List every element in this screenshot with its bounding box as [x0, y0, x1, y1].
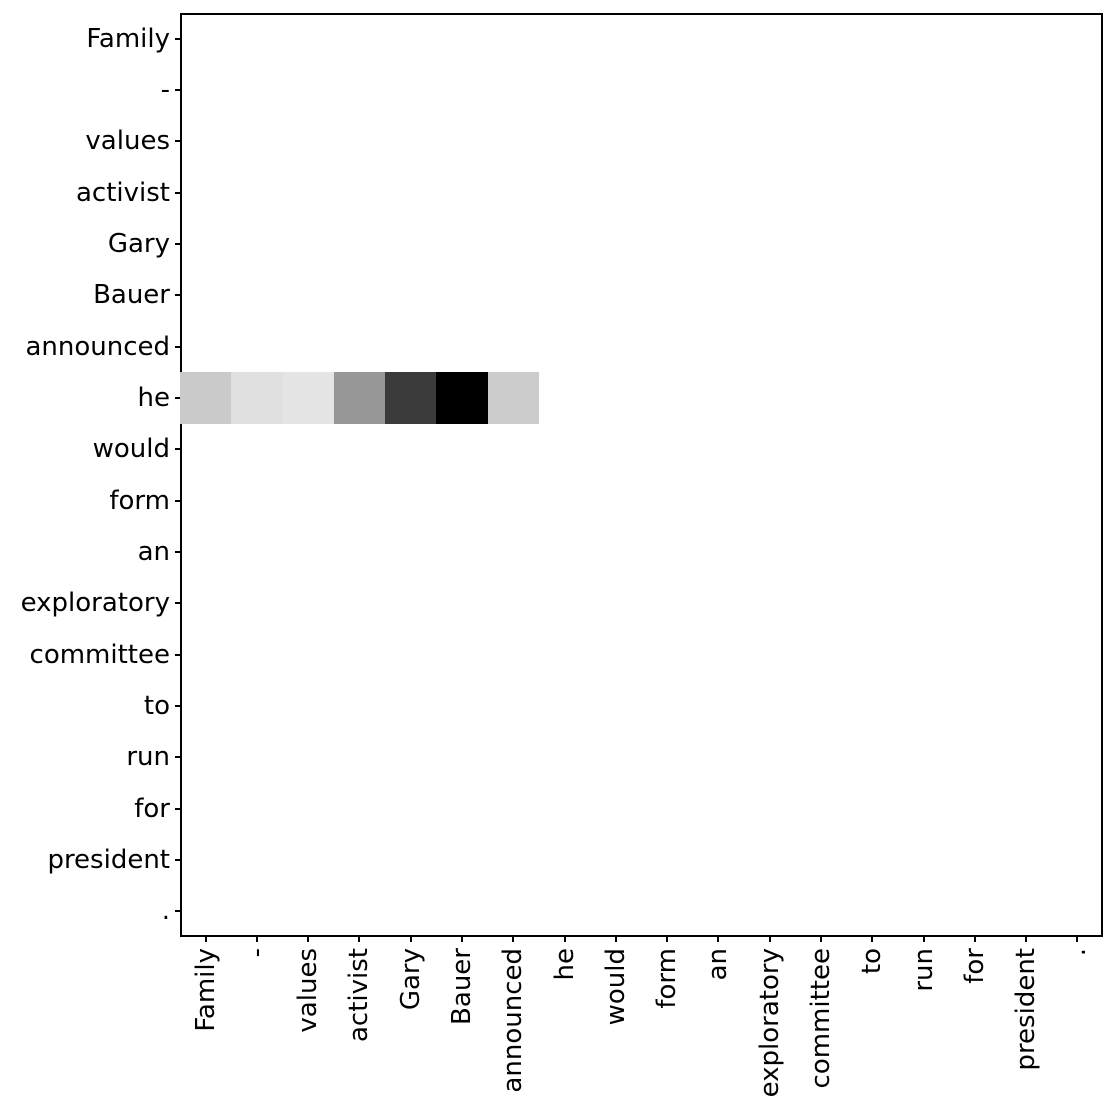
heatmap-cell	[333, 372, 386, 424]
x-tick-mark	[409, 937, 412, 942]
y-tick-mark	[175, 294, 180, 297]
x-tick-label: would	[600, 948, 631, 1026]
y-tick-mark	[175, 191, 180, 194]
y-tick-mark	[175, 37, 180, 40]
y-tick-label: president	[47, 845, 170, 875]
y-tick-mark	[175, 705, 180, 707]
y-tick-label: would	[92, 434, 170, 465]
x-tick-mark	[614, 937, 617, 942]
y-tick-label: to	[143, 691, 170, 721]
x-tick-mark	[1076, 937, 1079, 942]
y-tick-mark	[175, 345, 180, 348]
y-tick-label: an	[137, 537, 170, 567]
x-tick-label: form	[652, 948, 683, 1009]
y-tick-label: committee	[29, 639, 170, 670]
x-tick-mark	[973, 937, 976, 942]
x-tick-label: -	[241, 948, 272, 958]
y-tick-label: Family	[86, 23, 170, 54]
x-tick-mark	[512, 937, 515, 942]
x-tick-label: values	[293, 948, 324, 1033]
y-tick-mark	[175, 859, 180, 861]
y-tick-label: he	[137, 383, 170, 413]
y-tick-mark	[175, 140, 180, 143]
x-tick-mark	[922, 937, 925, 942]
y-tick-mark	[175, 756, 180, 759]
heatmap-cell	[385, 372, 437, 424]
x-tick-mark	[871, 937, 874, 942]
x-tick-label: an	[703, 948, 734, 981]
y-tick-mark	[175, 602, 180, 605]
x-tick-label: announced	[498, 948, 529, 1093]
y-tick-label: Bauer	[93, 280, 170, 311]
y-tick-mark	[175, 448, 180, 451]
y-tick-label: for	[134, 793, 170, 824]
x-tick-label: .	[1062, 948, 1093, 957]
x-tick-label: Gary	[395, 948, 426, 1011]
x-tick-mark	[666, 937, 669, 942]
y-tick-label: announced	[25, 331, 170, 362]
heatmap-cell	[231, 372, 283, 424]
y-tick-label: values	[85, 126, 170, 157]
x-tick-mark	[1025, 937, 1028, 942]
heatmap-plot-area	[180, 13, 1103, 937]
y-tick-mark	[175, 89, 180, 91]
x-tick-mark	[717, 937, 720, 942]
y-tick-label: exploratory	[20, 588, 170, 619]
x-tick-label: run	[908, 948, 939, 992]
y-tick-label: activist	[76, 177, 170, 208]
x-tick-label: committee	[805, 948, 836, 1089]
x-tick-label: president	[1011, 948, 1042, 1071]
x-tick-label: he	[549, 948, 580, 981]
heatmap-cell	[436, 372, 488, 424]
x-tick-mark	[819, 937, 822, 942]
y-tick-mark	[175, 653, 180, 656]
x-tick-label: Family	[190, 948, 221, 1032]
x-tick-mark	[307, 937, 310, 942]
y-tick-label: .	[161, 896, 170, 927]
heatmap-cell	[282, 372, 334, 424]
y-tick-mark	[175, 499, 180, 502]
x-tick-mark	[204, 937, 207, 942]
y-tick-mark	[175, 551, 180, 553]
x-tick-mark	[461, 937, 464, 942]
x-tick-label: exploratory	[754, 948, 785, 1098]
y-tick-label: Gary	[107, 229, 170, 259]
x-tick-mark	[768, 937, 771, 942]
x-tick-label: for	[959, 948, 990, 984]
x-tick-mark	[563, 937, 566, 942]
y-tick-label: run	[126, 742, 170, 773]
x-tick-label: Bauer	[447, 948, 478, 1025]
heatmap-cell	[180, 372, 232, 424]
x-tick-mark	[358, 937, 361, 942]
heatmap-cell	[487, 372, 539, 424]
y-tick-label: form	[109, 485, 170, 516]
y-tick-mark	[175, 910, 180, 913]
y-tick-mark	[175, 807, 180, 810]
y-tick-mark	[175, 243, 180, 245]
x-tick-label: activist	[344, 948, 375, 1042]
x-tick-mark	[255, 937, 258, 942]
y-tick-mark	[175, 397, 180, 399]
x-tick-label: to	[857, 948, 888, 975]
y-tick-label: -	[160, 75, 170, 105]
